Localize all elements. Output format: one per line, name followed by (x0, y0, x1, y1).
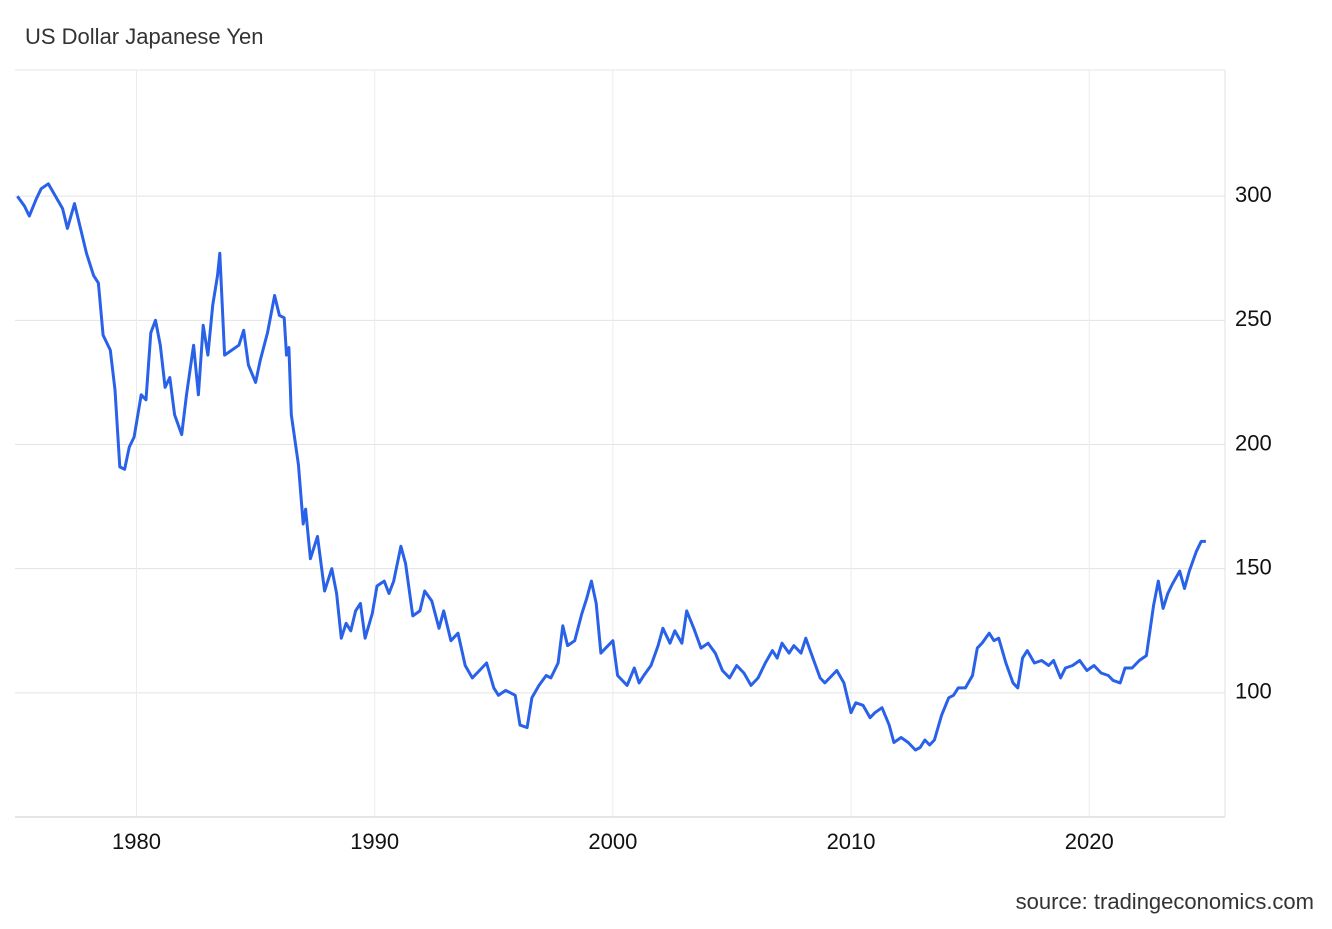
y-tick-label: 150 (1235, 554, 1272, 579)
x-tick-label: 2000 (588, 829, 637, 854)
x-tick-label: 2010 (827, 829, 876, 854)
y-tick-label: 250 (1235, 306, 1272, 331)
y-tick-label: 300 (1235, 182, 1272, 207)
x-tick-label: 1990 (350, 829, 399, 854)
chart-title: US Dollar Japanese Yen (25, 24, 264, 49)
source: source: tradingeconomics.com (1016, 889, 1314, 914)
data-line (16, 182, 1206, 752)
y-tick-label: 100 (1235, 679, 1272, 704)
x-tick-label: 1980 (112, 829, 161, 854)
x-tick-label: 2020 (1065, 829, 1114, 854)
y-tick-label: 200 (1235, 430, 1272, 455)
